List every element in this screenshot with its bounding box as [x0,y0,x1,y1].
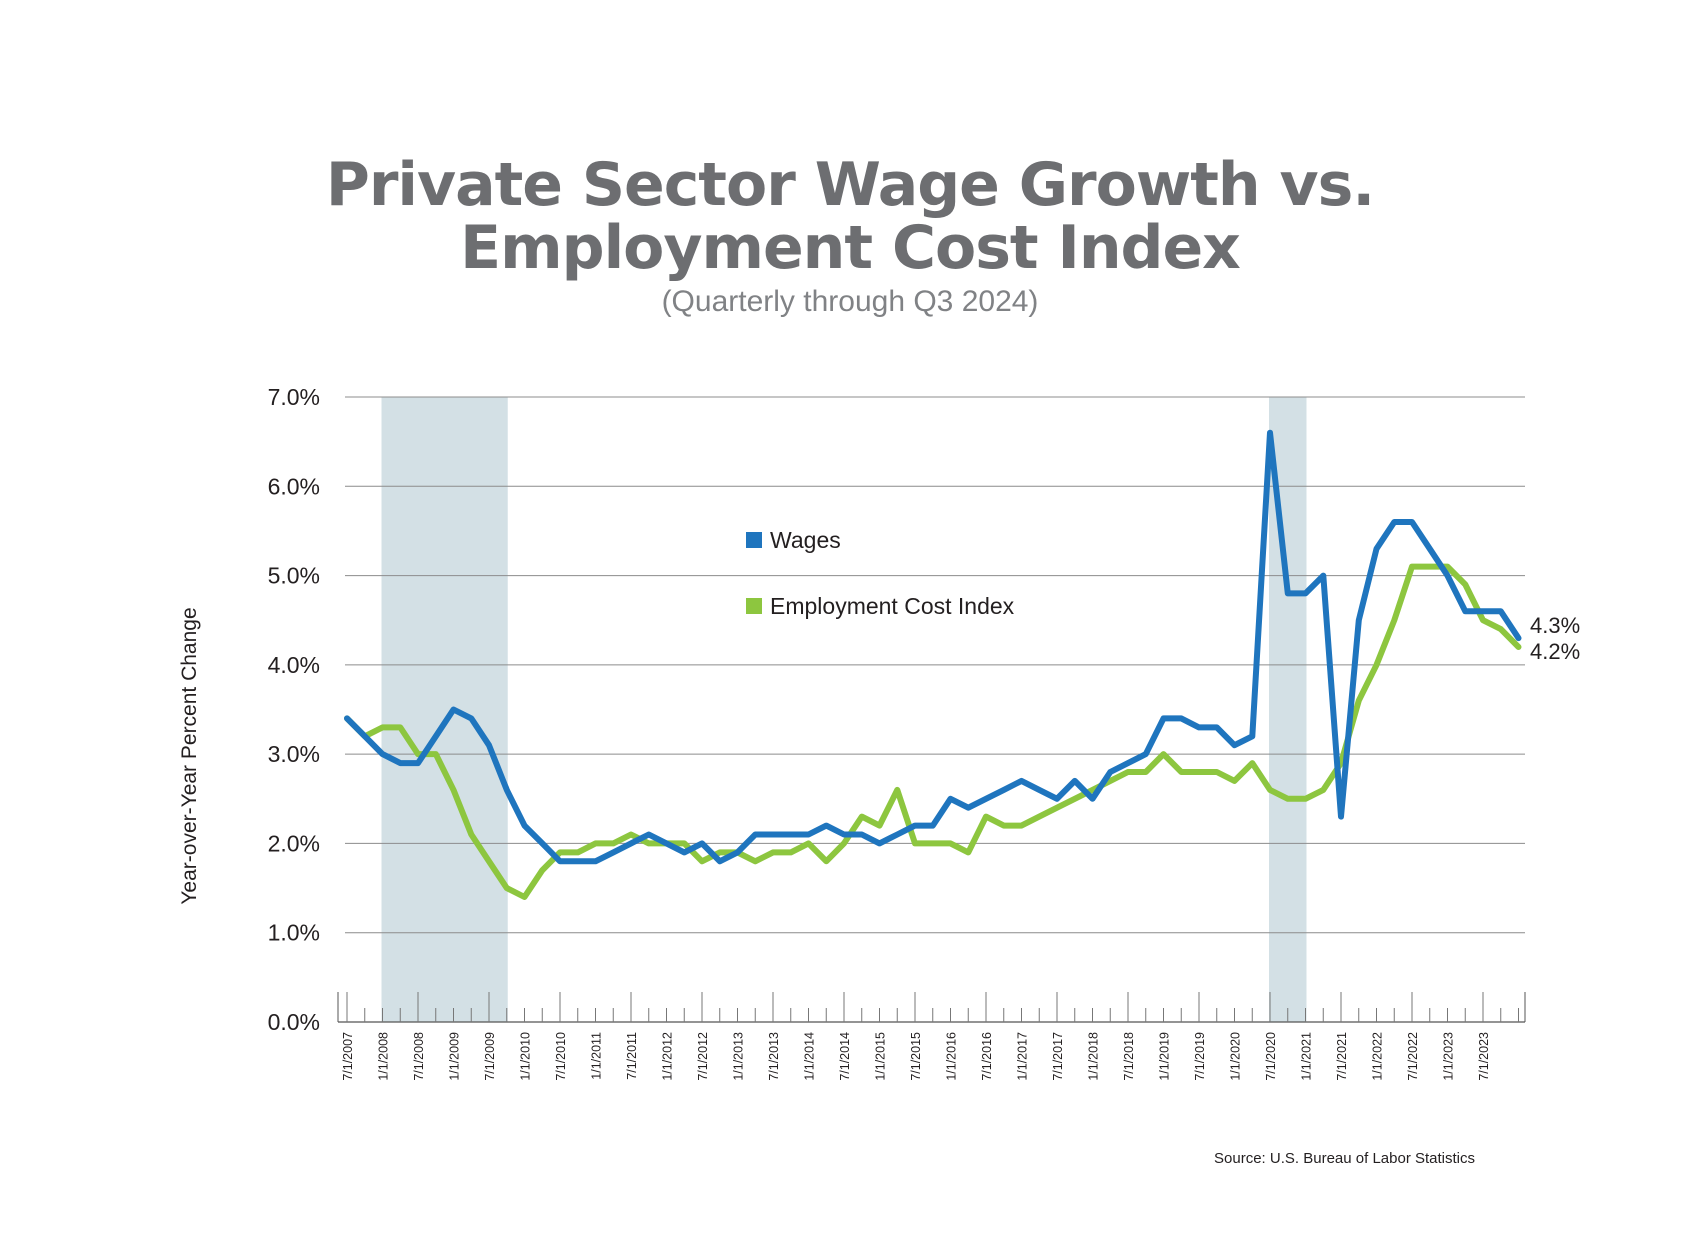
x-tick-label: 1/1/2017 [1016,1032,1030,1081]
y-tick-labels: 0.0% 1.0% 2.0% 3.0% 4.0% 5.0% 6.0% 7.0% [268,384,320,1035]
recession-shading-layer [381,397,1307,1022]
x-tick-label: 7/1/2012 [696,1032,710,1081]
x-tick-label: 1/1/2011 [590,1032,604,1080]
x-tick-label: 7/1/2014 [838,1032,852,1081]
y-tick-label: 0.0% [268,1009,320,1035]
x-tick-label: 7/1/2015 [909,1032,923,1081]
x-tick-label: 1/1/2010 [519,1032,533,1081]
y-tick-label: 3.0% [268,741,320,767]
series-lines [344,429,1522,900]
x-tick-label: 1/1/2014 [803,1032,817,1081]
x-tick-label: 7/1/2013 [767,1032,781,1081]
y-tick-label: 1.0% [268,920,320,946]
chart-title-line2: Employment Cost Index [460,213,1241,283]
x-tick-label: 7/1/2016 [980,1032,994,1081]
legend-swatch-wages [746,532,762,548]
x-tick-label: 1/1/2008 [377,1032,391,1081]
x-tick-label: 7/1/2019 [1193,1032,1207,1081]
x-tick-label: 1/1/2020 [1229,1032,1243,1081]
series-line-wages [344,429,1522,865]
x-tick-label: 7/1/2023 [1477,1032,1491,1081]
end-labels: 4.3%4.2% [1530,613,1580,664]
x-tick-label: 1/1/2015 [874,1032,888,1081]
x-tick-label: 7/1/2011 [625,1032,639,1080]
y-tick-label: 6.0% [268,473,320,499]
x-tick-label: 7/1/2008 [412,1032,426,1081]
x-tick-label: 7/1/2017 [1051,1032,1065,1081]
chart-subtitle: (Quarterly through Q3 2024) [661,285,1039,318]
x-tick-label: 1/1/2018 [1087,1032,1101,1081]
x-axis: 7/1/2007 1/1/2008 7/1/2008 1/1/2009 7/1/2009… [337,992,1526,1081]
y-tick-label: 7.0% [268,384,320,410]
x-tick-label: 7/1/2007 [341,1032,355,1081]
legend: Wages Employment Cost Index [746,527,1015,619]
y-tick-label: 4.0% [268,652,320,678]
y-tick-label: 5.0% [268,563,320,589]
end-label-wages: 4.3% [1530,613,1580,638]
x-tick-label: 7/1/2021 [1335,1032,1349,1081]
x-tick-label: 7/1/2010 [554,1032,568,1081]
series-line-eci [344,563,1522,900]
chart-title: Private Sector Wage Growth vs. [325,150,1375,220]
x-tick-label: 7/1/2022 [1406,1032,1420,1081]
x-tick-label: 1/1/2019 [1158,1032,1172,1081]
x-tick-label: 7/1/2018 [1122,1032,1136,1081]
x-tick-label: 7/1/2009 [483,1032,497,1081]
recession-band-1 [381,397,508,1022]
legend-label-eci: Employment Cost Index [770,593,1015,619]
x-tick-label: 1/1/2016 [945,1032,959,1081]
x-tick-label: 1/1/2012 [661,1032,675,1081]
legend-label-wages: Wages [770,527,841,553]
y-tick-label: 2.0% [268,830,320,856]
gridlines [345,396,1525,934]
x-tick-label: 1/1/2013 [732,1032,746,1081]
x-tick-label: 1/1/2009 [448,1032,462,1081]
legend-swatch-eci [746,598,762,614]
x-tick-label: 1/1/2023 [1442,1032,1456,1081]
end-label-eci: 4.2% [1530,639,1580,664]
source-note: Source: U.S. Bureau of Labor Statistics [1214,1150,1475,1167]
x-tick-label: 7/1/2020 [1264,1032,1278,1081]
x-tick-label: 1/1/2021 [1300,1032,1314,1081]
x-tick-label: 1/1/2022 [1371,1032,1385,1081]
